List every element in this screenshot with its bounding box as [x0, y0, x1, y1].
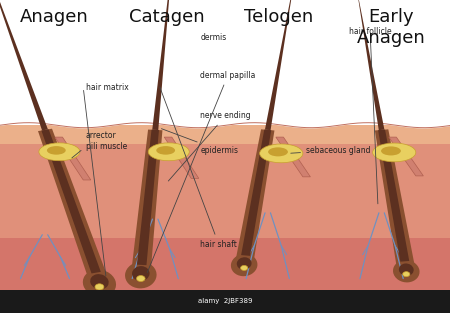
Ellipse shape	[260, 144, 303, 163]
Text: arrector
pili muscle: arrector pili muscle	[86, 131, 127, 151]
Text: epidermis: epidermis	[162, 129, 238, 155]
Ellipse shape	[83, 269, 116, 297]
Polygon shape	[378, 130, 409, 262]
Bar	[0, 238, 450, 291]
Ellipse shape	[125, 262, 157, 288]
Polygon shape	[55, 137, 91, 180]
Ellipse shape	[403, 272, 410, 277]
Text: nerve ending: nerve ending	[168, 111, 251, 181]
Bar	[0, 125, 450, 144]
Ellipse shape	[241, 265, 248, 270]
Polygon shape	[265, 0, 295, 130]
Text: sebaceous gland: sebaceous gland	[291, 146, 370, 155]
Text: Anagen: Anagen	[20, 8, 88, 26]
Text: alamy  2JBF389: alamy 2JBF389	[198, 298, 252, 305]
Text: Catagen: Catagen	[129, 8, 204, 26]
Polygon shape	[137, 130, 159, 265]
Text: hair shaft: hair shaft	[160, 87, 237, 249]
Polygon shape	[38, 129, 109, 283]
Ellipse shape	[39, 143, 80, 161]
Polygon shape	[356, 0, 384, 130]
Text: hair matrix: hair matrix	[86, 83, 128, 92]
Polygon shape	[241, 130, 271, 256]
Ellipse shape	[132, 266, 149, 281]
Ellipse shape	[156, 146, 175, 155]
Bar	[0, 125, 450, 291]
Text: dermis: dermis	[200, 33, 226, 42]
Ellipse shape	[373, 143, 416, 162]
Ellipse shape	[399, 264, 414, 276]
Polygon shape	[131, 130, 162, 274]
Polygon shape	[389, 137, 423, 176]
Ellipse shape	[90, 274, 109, 290]
Polygon shape	[164, 137, 199, 178]
Ellipse shape	[136, 275, 145, 281]
Polygon shape	[235, 129, 274, 264]
Polygon shape	[375, 129, 415, 270]
Text: Telogen: Telogen	[244, 8, 314, 26]
Ellipse shape	[95, 284, 104, 290]
Ellipse shape	[268, 147, 288, 156]
Text: hair follicle: hair follicle	[349, 27, 392, 204]
Ellipse shape	[148, 143, 189, 161]
Bar	[0, 290, 450, 313]
Ellipse shape	[237, 257, 252, 270]
Text: Early
Anagen: Early Anagen	[357, 8, 426, 47]
Ellipse shape	[381, 146, 401, 156]
Text: dermal papilla: dermal papilla	[147, 71, 256, 273]
Polygon shape	[152, 0, 172, 130]
Ellipse shape	[393, 260, 419, 282]
Polygon shape	[41, 129, 101, 274]
Ellipse shape	[47, 146, 66, 155]
Bar	[0, 0, 450, 125]
Polygon shape	[0, 0, 48, 131]
Ellipse shape	[231, 254, 257, 276]
Polygon shape	[276, 137, 310, 177]
